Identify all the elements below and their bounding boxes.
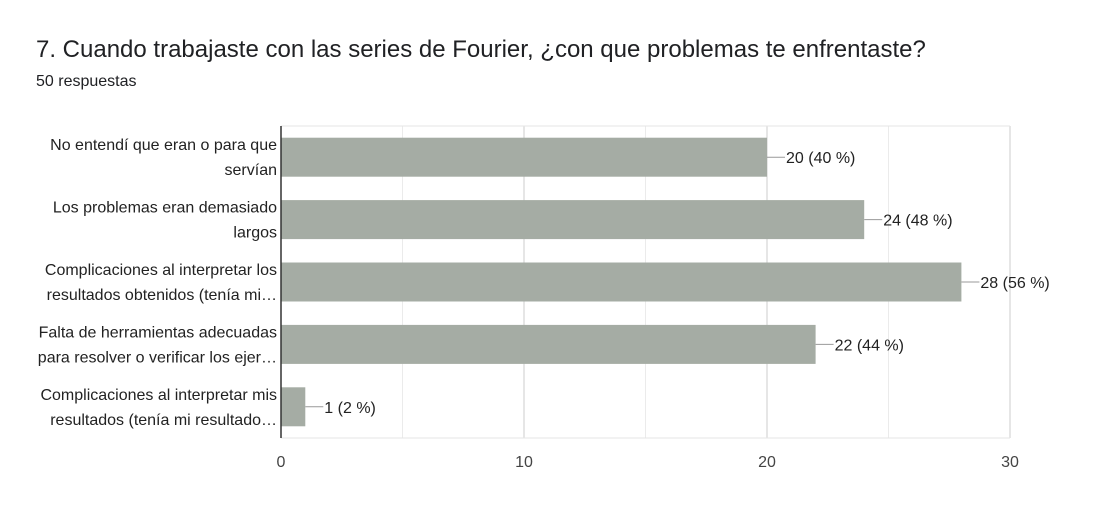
x-tick-label: 0 [277,454,286,471]
bar [281,200,865,240]
bar [281,387,306,427]
data-label: 22 (44 %) [835,337,904,354]
data-label: 1 (2 %) [324,400,376,417]
bar [281,262,962,302]
category-label: Los problemas eran demasiado [53,200,277,217]
data-label: 20 (40 %) [786,150,855,167]
category-label: No entendí que eran o para que [50,137,277,154]
data-label: 28 (56 %) [980,275,1049,292]
bar [281,324,816,364]
category-label: resultados (tenía mi resultado… [50,412,277,429]
category-label: servían [225,162,277,179]
response-count: 50 respuestas [36,73,137,90]
x-tick-label: 10 [515,454,533,471]
category-label: Complicaciones al interpretar los [45,262,277,279]
bar [281,137,767,177]
category-label: para resolver o verificar los ejer… [38,349,277,366]
x-tick-label: 30 [1001,454,1019,471]
category-label: resultados obtenidos (tenía mi… [47,287,277,304]
data-label: 24 (48 %) [883,213,952,230]
x-tick-label: 20 [758,454,776,471]
chart-title: 7. Cuando trabajaste con las series de F… [36,36,926,63]
category-label: Falta de herramientas adecuadas [39,324,277,341]
category-label: Complicaciones al interpretar mis [40,387,277,404]
category-label: largos [233,225,277,242]
